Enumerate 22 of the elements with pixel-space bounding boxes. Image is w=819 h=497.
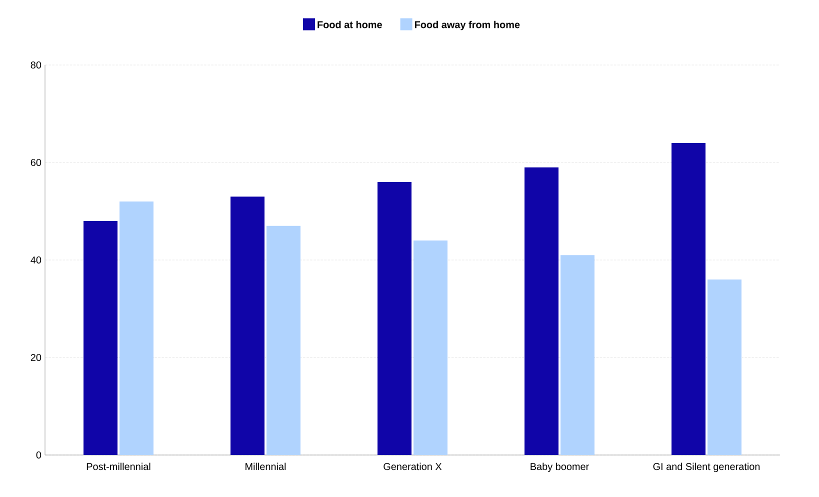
y-tick-label: 60 xyxy=(30,158,42,166)
legend-label: Food at home xyxy=(318,20,382,28)
x-tick-label: Millennial xyxy=(246,462,286,470)
legend-label: Food away from home xyxy=(414,20,520,30)
bar xyxy=(708,280,742,455)
x-tick-label: Generation X xyxy=(384,462,442,470)
bar xyxy=(119,202,154,455)
bar xyxy=(378,182,412,455)
bar xyxy=(560,255,595,455)
bar xyxy=(524,167,559,455)
y-tick-label: 40 xyxy=(30,256,42,264)
x-tick-label: Post-millennial xyxy=(86,462,150,470)
bar xyxy=(266,226,300,455)
x-tick-label: GI and Silent generation xyxy=(653,462,760,472)
bar xyxy=(672,143,706,455)
y-tick-label: 80 xyxy=(30,61,42,69)
x-tick-label: Baby boomer xyxy=(530,462,589,472)
bar xyxy=(414,240,448,455)
bar xyxy=(230,196,265,455)
bar xyxy=(84,221,118,455)
y-tick-label: 0 xyxy=(36,451,42,459)
y-tick-label: 20 xyxy=(30,354,42,362)
